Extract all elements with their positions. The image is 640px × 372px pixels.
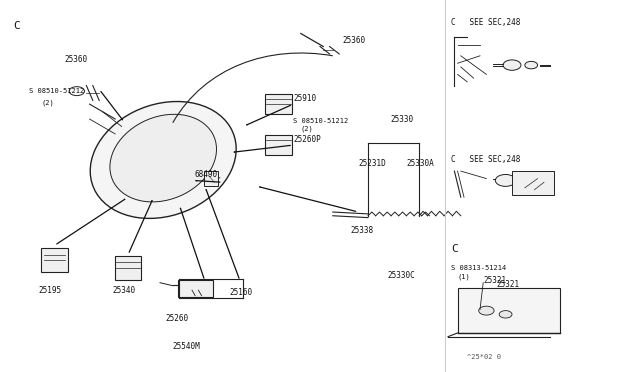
- Circle shape: [499, 311, 512, 318]
- Text: 25321: 25321: [483, 276, 506, 285]
- Text: (2): (2): [301, 125, 314, 132]
- Text: C   SEE SEC,248: C SEE SEC,248: [451, 18, 520, 27]
- Text: S 08313-51214: S 08313-51214: [451, 265, 506, 271]
- Text: 25195: 25195: [38, 286, 61, 295]
- Text: S 08510-51212: S 08510-51212: [29, 88, 84, 94]
- Text: (1): (1): [458, 274, 470, 280]
- Text: 25338: 25338: [351, 226, 374, 235]
- Ellipse shape: [90, 102, 236, 218]
- Text: 25260P: 25260P: [293, 135, 321, 144]
- Text: 25260: 25260: [165, 314, 188, 323]
- FancyBboxPatch shape: [512, 171, 554, 195]
- Text: 25360: 25360: [64, 55, 87, 64]
- FancyBboxPatch shape: [177, 280, 212, 297]
- FancyBboxPatch shape: [41, 248, 68, 272]
- FancyBboxPatch shape: [115, 256, 141, 280]
- Text: 25330A: 25330A: [406, 159, 434, 168]
- Text: 25340: 25340: [112, 286, 135, 295]
- Text: 25910: 25910: [293, 94, 316, 103]
- FancyBboxPatch shape: [265, 94, 292, 115]
- Text: 25160: 25160: [229, 288, 252, 296]
- Text: 25231D: 25231D: [358, 159, 386, 168]
- Text: C: C: [13, 21, 20, 31]
- Circle shape: [479, 306, 494, 315]
- Circle shape: [495, 174, 516, 186]
- Text: C: C: [451, 244, 458, 254]
- Text: 25330C: 25330C: [387, 271, 415, 280]
- Circle shape: [69, 87, 84, 96]
- FancyBboxPatch shape: [458, 288, 560, 333]
- Ellipse shape: [110, 114, 216, 202]
- Text: 25360: 25360: [342, 36, 365, 45]
- Text: 25321: 25321: [496, 280, 519, 289]
- Text: 25330: 25330: [390, 115, 413, 124]
- Text: C   SEE SEC,248: C SEE SEC,248: [451, 155, 520, 164]
- Text: (2): (2): [42, 99, 54, 106]
- Circle shape: [525, 61, 538, 69]
- Text: ^25*02 0: ^25*02 0: [467, 354, 501, 360]
- Text: 25540M: 25540M: [173, 342, 200, 351]
- Circle shape: [503, 60, 521, 70]
- FancyBboxPatch shape: [265, 135, 292, 155]
- Text: S 08510-51212: S 08510-51212: [293, 118, 348, 124]
- Text: 68490: 68490: [195, 170, 218, 179]
- FancyBboxPatch shape: [204, 171, 218, 186]
